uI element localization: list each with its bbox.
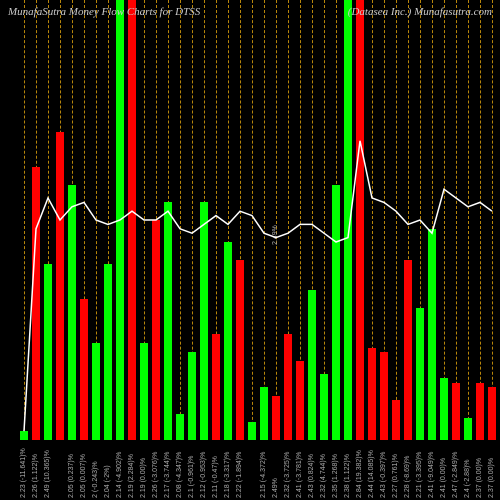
x-axis-tick-label: 2.38 (1.122)% xyxy=(344,438,351,498)
x-axis-tick-label: 2.41 (-9.049)% xyxy=(428,438,435,498)
x-axis-tick-label: 2.84 (19.382)% xyxy=(356,438,363,498)
x-axis-tick-label: 2.14 (-4.902)% xyxy=(116,438,123,498)
x-axis-tick-label: 2.27 (0.761)% xyxy=(392,438,399,498)
x-axis-tick-label: 2 (-0.243)% xyxy=(92,438,99,498)
x-axis-tick-label: 2.41 (-3.781)% xyxy=(296,438,303,498)
x-axis-tick-label: 2.15 (-4.372)% xyxy=(260,438,267,498)
x-axis-tick-label: 2.1 (-0.961)% xyxy=(188,438,195,498)
x-axis-tick-label: 2.05 (0.237)% xyxy=(68,438,75,498)
x-axis-tick-label: 2.12 (-0.953)% xyxy=(200,438,207,498)
x-axis-tick-label: 2.19 (0.00)% xyxy=(140,438,147,498)
x-axis-tick-label: 2.19 (2.284)% xyxy=(128,438,135,498)
x-axis-tick-label: 2.49 (10.365)% xyxy=(44,438,51,498)
x-axis-tick-label: 2.28 (-8.69)% xyxy=(404,438,411,498)
x-axis-tick-label: 2.4 (-2.88)% xyxy=(464,438,471,498)
x-axis-tick-label: 2.43 (0.824)% xyxy=(308,438,315,498)
x-axis-tick-label: 2.44 (14.085)% xyxy=(368,438,375,498)
x-axis-tick-label: 2.11 (-0.47)% xyxy=(212,438,219,498)
x-axis-tick-label: 2.22 (-1.894)% xyxy=(236,438,243,498)
x-axis-tick-label: 2.26 (1.122)% xyxy=(32,438,39,498)
x-axis-tick-label: 2.32 (4.744)% xyxy=(320,438,327,498)
x-axis-tick-label: 2.49% xyxy=(272,438,279,498)
x-axis-tick-label: 2.26 (-3.076)% xyxy=(152,438,159,498)
x-axis-tick-label: 2.47 (-2.849)% xyxy=(452,438,459,498)
price-line xyxy=(24,141,492,431)
x-axis-tick-label: 2.32 (-3.725)% xyxy=(284,438,291,498)
title-right: (Datasea Inc.) Munafasutra.com xyxy=(348,6,492,18)
x-axis-tick-label: 2.18 (-3.317)% xyxy=(224,438,231,498)
x-axis-tick-label: 2.05 (0.007)% xyxy=(80,438,87,498)
x-axis-tick-label: 2.21 (-3.395)% xyxy=(416,438,423,498)
title-left: MunafaSutra Money Flow Charts for DTSS xyxy=(8,6,200,18)
x-axis-tick-label: 2.08 (-4.347)% xyxy=(176,438,183,498)
x-axis-tick-label: 2.37 (0.00)% xyxy=(488,438,495,498)
x-axis-tick-label: 2.35 (1.268)% xyxy=(332,438,339,498)
x-axis-tick-label: 2.37 (0.00)% xyxy=(476,438,483,498)
x-axis-tick-label: 2.23 (-11.641)% xyxy=(20,438,27,498)
x-axis-tick-label: 2.17 (-3.744)% xyxy=(164,438,171,498)
x-axis-tick-label: 2.43 (-0.397)% xyxy=(380,438,387,498)
x-axis-tick-label: 2.41 (0.00)% xyxy=(440,438,447,498)
x-axis-labels: 2.23 (-11.641)% 2.26 (1.122)% 2.49 (10.365… xyxy=(0,440,500,500)
x-axis-tick-label: 2.04 (-2%) xyxy=(104,438,111,498)
price-line-overlay xyxy=(0,0,500,440)
